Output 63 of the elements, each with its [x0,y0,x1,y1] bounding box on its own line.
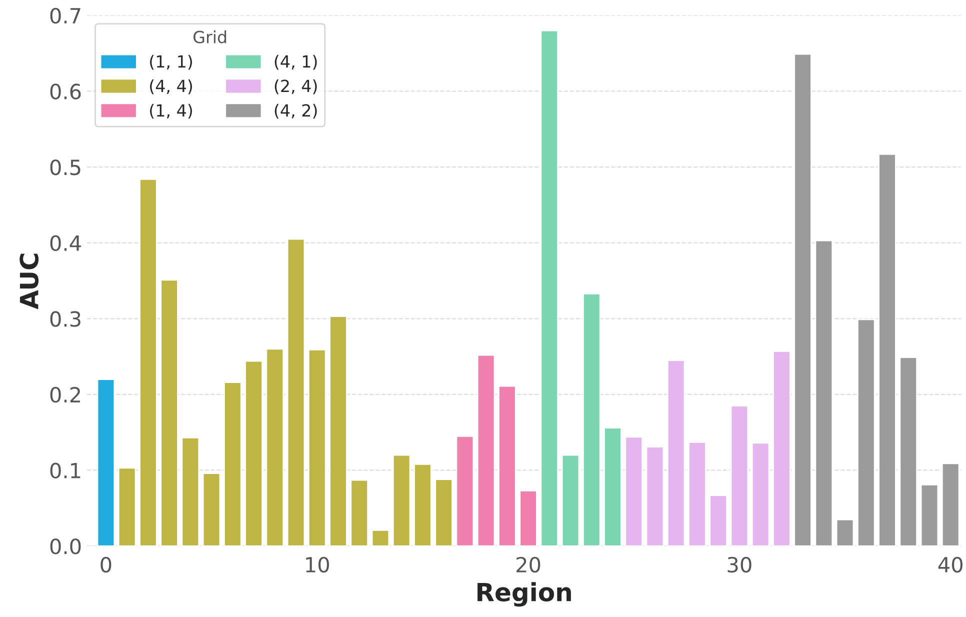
y-tick-label: 0.0 [50,538,81,554]
bar [920,484,939,546]
bar [941,462,960,546]
bar [836,518,854,546]
bar [540,30,559,546]
bar [96,378,116,546]
y-tick-label: 0.7 [50,8,80,24]
bar [624,436,644,546]
bar [414,463,432,546]
bar [434,478,453,546]
bar [751,442,770,546]
x-tick-label: 20 [516,556,540,573]
legend-title: Grid [194,30,226,44]
x-tick-label: 10 [306,556,329,573]
bar [456,435,474,546]
bar [202,472,221,546]
bar [730,405,749,546]
bar [582,292,601,546]
bar [244,360,263,546]
bar [139,178,158,546]
bar [857,318,876,546]
y-tick-label: 0.3 [50,311,80,327]
bar [266,348,284,546]
x-tick-label: 40 [938,556,962,573]
bar [519,490,538,546]
legend-label: (4, 4) [150,79,192,94]
x-tick-label: 30 [728,556,752,573]
x-axis-title: Region [478,582,571,607]
bar [476,354,496,546]
bar [688,442,706,546]
y-tick-label: 0.1 [50,462,80,478]
legend-label: (4, 2) [274,104,317,119]
y-tick-label: 0.5 [50,159,80,176]
bar [899,356,918,546]
y-tick-label: 0.2 [50,386,80,403]
bar [308,349,326,546]
bar [224,382,242,546]
bar [878,153,896,546]
bar [498,385,516,546]
bar [286,238,306,546]
bar [350,479,368,546]
bar [371,529,390,546]
bar [160,279,178,546]
bar [709,494,728,546]
bar [772,350,791,546]
bar [794,53,812,546]
bar [181,436,200,546]
legend-label: (1, 4) [150,104,192,119]
bar [604,427,622,546]
bar [561,454,580,546]
bar [118,467,136,546]
legend-label: (2, 4) [274,79,317,94]
bar [329,316,348,546]
legend-label: (1, 1) [150,54,192,70]
y-tick-label: 0.4 [50,235,81,252]
bar [666,360,686,546]
legend-label: (4, 1) [274,54,317,70]
bar [814,240,834,546]
y-axis-title: AUC [20,254,39,310]
bar [646,446,664,546]
bar [392,454,411,546]
y-tick-label: 0.6 [50,84,81,100]
x-tick-label: 0 [100,556,112,573]
